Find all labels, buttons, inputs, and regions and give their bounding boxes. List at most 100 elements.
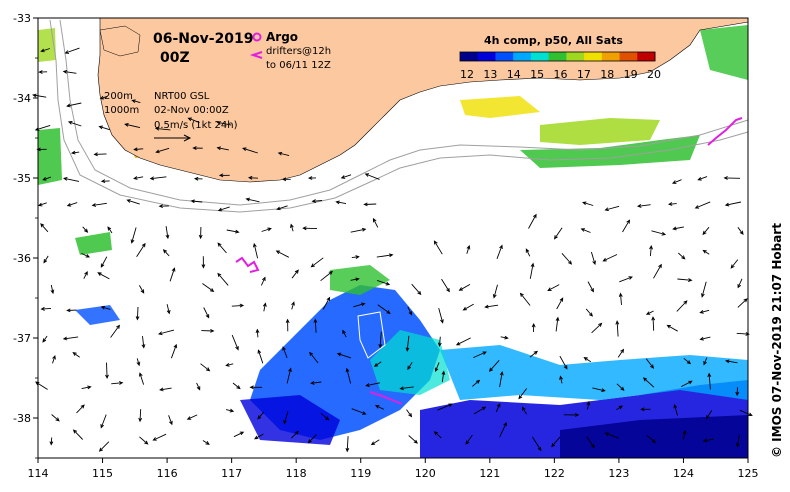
current-vector [592,387,606,392]
current-vector [83,270,88,279]
current-vector [370,439,380,446]
current-vector [100,179,110,184]
drifters-label: drifters@12h [266,46,331,57]
argo-label: Argo [266,30,298,44]
current-vector [100,414,107,429]
current-vector [519,292,531,306]
source-date-label: 02-Nov 00:00Z [154,105,229,116]
current-vector [702,438,714,443]
current-vector [257,411,265,420]
y-tick-label: -36 [13,252,31,265]
current-vector [290,430,300,439]
current-vector [373,361,382,367]
current-vector [441,370,446,383]
colorbar-tick-label: 13 [483,68,497,81]
current-vector [286,367,292,384]
current-vector [320,412,330,421]
current-vector [231,334,239,351]
x-axis: 114 115 116 117 118 119 120 121 122 123 124 125 [28,458,759,480]
current-vector [682,430,687,440]
current-vector [671,179,682,184]
current-vector [93,152,107,157]
current-vector [66,308,77,313]
current-vector [616,405,624,411]
current-vector [165,226,170,240]
current-vector [653,263,662,279]
current-vector [225,362,234,367]
current-vector [62,336,79,341]
current-vector [67,120,82,127]
x-tick-label: 119 [350,467,371,480]
current-vector [36,147,47,152]
sst-patch-green-ne [700,25,748,80]
current-vector [488,360,500,372]
current-vector [202,440,210,445]
current-vector [580,228,591,233]
current-vector [551,436,561,448]
sst-patch-cyan-east [440,345,748,400]
current-vector [283,411,289,425]
current-vector [405,335,410,352]
current-vector [225,408,235,413]
y-tick-label: -38 [13,412,31,425]
current-vector [616,383,625,391]
sst-patch-green-c [330,265,390,295]
colorbar-tick-label: 19 [624,68,638,81]
current-vector [166,304,171,315]
current-vector [249,385,263,390]
current-vector [697,176,708,181]
current-vector [187,117,200,124]
current-vector [186,414,198,420]
current-vector [649,244,653,257]
colorbar-title: 4h comp, p50, All Sats [484,34,623,47]
sst-patch-navy-se [560,415,748,458]
current-vector [582,201,594,206]
current-vector [466,244,471,254]
current-vector [680,380,693,388]
current-vector [559,355,568,370]
current-vector [70,150,80,155]
current-vector [586,400,591,410]
current-vector [547,284,560,291]
x-tick-label: 122 [544,467,565,480]
current-vector [618,292,623,305]
colorbar-tick-label: 16 [554,68,568,81]
current-vector [587,281,594,293]
current-vector [66,102,82,108]
current-vector [707,372,712,390]
current-vector [192,146,203,150]
current-vector [135,306,140,321]
current-vector [72,429,84,440]
current-vector [559,375,563,384]
current-vector [64,47,80,54]
current-vector [72,351,80,358]
current-vector [313,318,318,333]
current-vector [335,200,347,205]
current-vector [462,303,474,311]
current-vector [437,403,453,411]
current-vector [260,276,266,286]
current-vector [473,351,487,359]
current-vector [604,432,619,439]
current-vector [735,387,740,397]
current-vector [672,226,684,231]
current-vector [216,146,229,151]
current-vector [38,70,48,74]
current-vector [247,175,258,180]
current-vector [201,329,215,333]
current-vector [111,381,124,385]
current-vector [62,176,80,182]
current-vector [309,351,319,364]
current-vector [500,335,509,340]
current-vector [91,202,107,207]
current-vector [702,249,710,255]
drifter-track-south [369,391,403,405]
current-vector [585,308,593,317]
current-vector [202,283,215,293]
current-vector [217,242,227,254]
current-vector [252,242,259,259]
current-vector [193,176,203,181]
current-vector [241,147,258,154]
current-vector [737,278,743,289]
current-vector [307,434,317,444]
